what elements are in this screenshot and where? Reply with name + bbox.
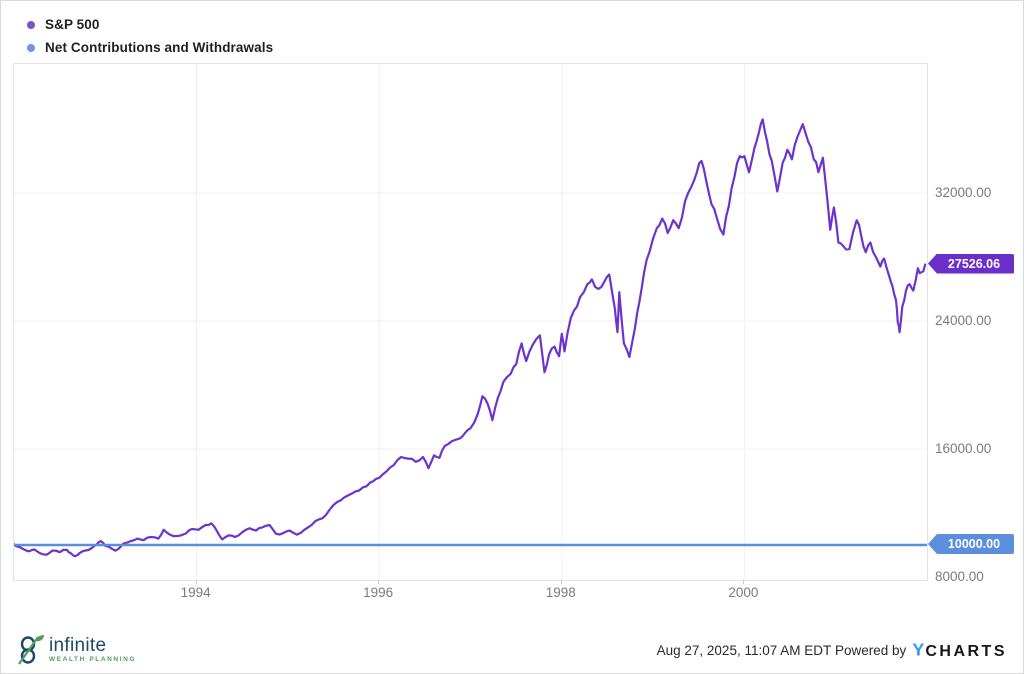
legend-label-net-contributions: Net Contributions and Withdrawals xyxy=(45,40,274,55)
x-tick-mark xyxy=(743,580,745,584)
ycharts-y-glyph: Y xyxy=(912,640,925,660)
infinite-wealth-planning-logo: infinite WEALTH PLANNING xyxy=(15,633,136,667)
legend-item-sp500[interactable]: S&P 500 xyxy=(27,13,273,36)
y-tick-label: 24000.00 xyxy=(935,312,992,328)
x-tick-label: 1998 xyxy=(545,585,576,600)
sp500-series-dot-icon xyxy=(27,20,35,29)
chart-plot-area[interactable] xyxy=(13,63,928,581)
x-tick-label: 2000 xyxy=(728,585,759,600)
ycharts-logo[interactable]: Y CHARTS xyxy=(912,640,1007,661)
x-tick-mark xyxy=(195,580,197,584)
x-tick-mark xyxy=(378,580,380,584)
chart-timestamp: Aug 27, 2025, 11:07 AM EDT Powered by xyxy=(656,643,907,658)
last-value-badge-sp500: 27526.06 xyxy=(928,253,1014,274)
net-contributions-series-dot-icon xyxy=(27,43,35,52)
legend-label-sp500: S&P 500 xyxy=(45,17,100,32)
infinity-leaf-icon xyxy=(18,635,44,665)
y-tick-label: 8000.00 xyxy=(935,568,984,584)
x-tick-mark xyxy=(560,580,562,584)
chart-canvas xyxy=(14,64,927,580)
brand-tagline: WEALTH PLANNING xyxy=(49,656,137,664)
chart-legend: S&P 500 Net Contributions and Withdrawal… xyxy=(27,13,273,59)
ycharts-wordmark: CHARTS xyxy=(925,643,1007,660)
chart-attribution: Aug 27, 2025, 11:07 AM EDT Powered by Y … xyxy=(657,640,1007,661)
brand-name: infinite xyxy=(49,635,107,657)
value-net-contributions: 10000.00 xyxy=(947,536,1001,551)
x-tick-label: 1994 xyxy=(180,585,211,600)
series-line-s-p-500 xyxy=(14,118,927,558)
y-tick-label: 16000.00 xyxy=(935,440,992,456)
value-badge-net-contributions: 10000.00 xyxy=(928,533,1014,554)
y-tick-label: 32000.00 xyxy=(935,184,992,200)
legend-item-net-contributions[interactable]: Net Contributions and Withdrawals xyxy=(27,36,273,59)
last-value-sp500: 27526.06 xyxy=(947,256,1001,271)
x-tick-label: 1996 xyxy=(363,585,394,600)
